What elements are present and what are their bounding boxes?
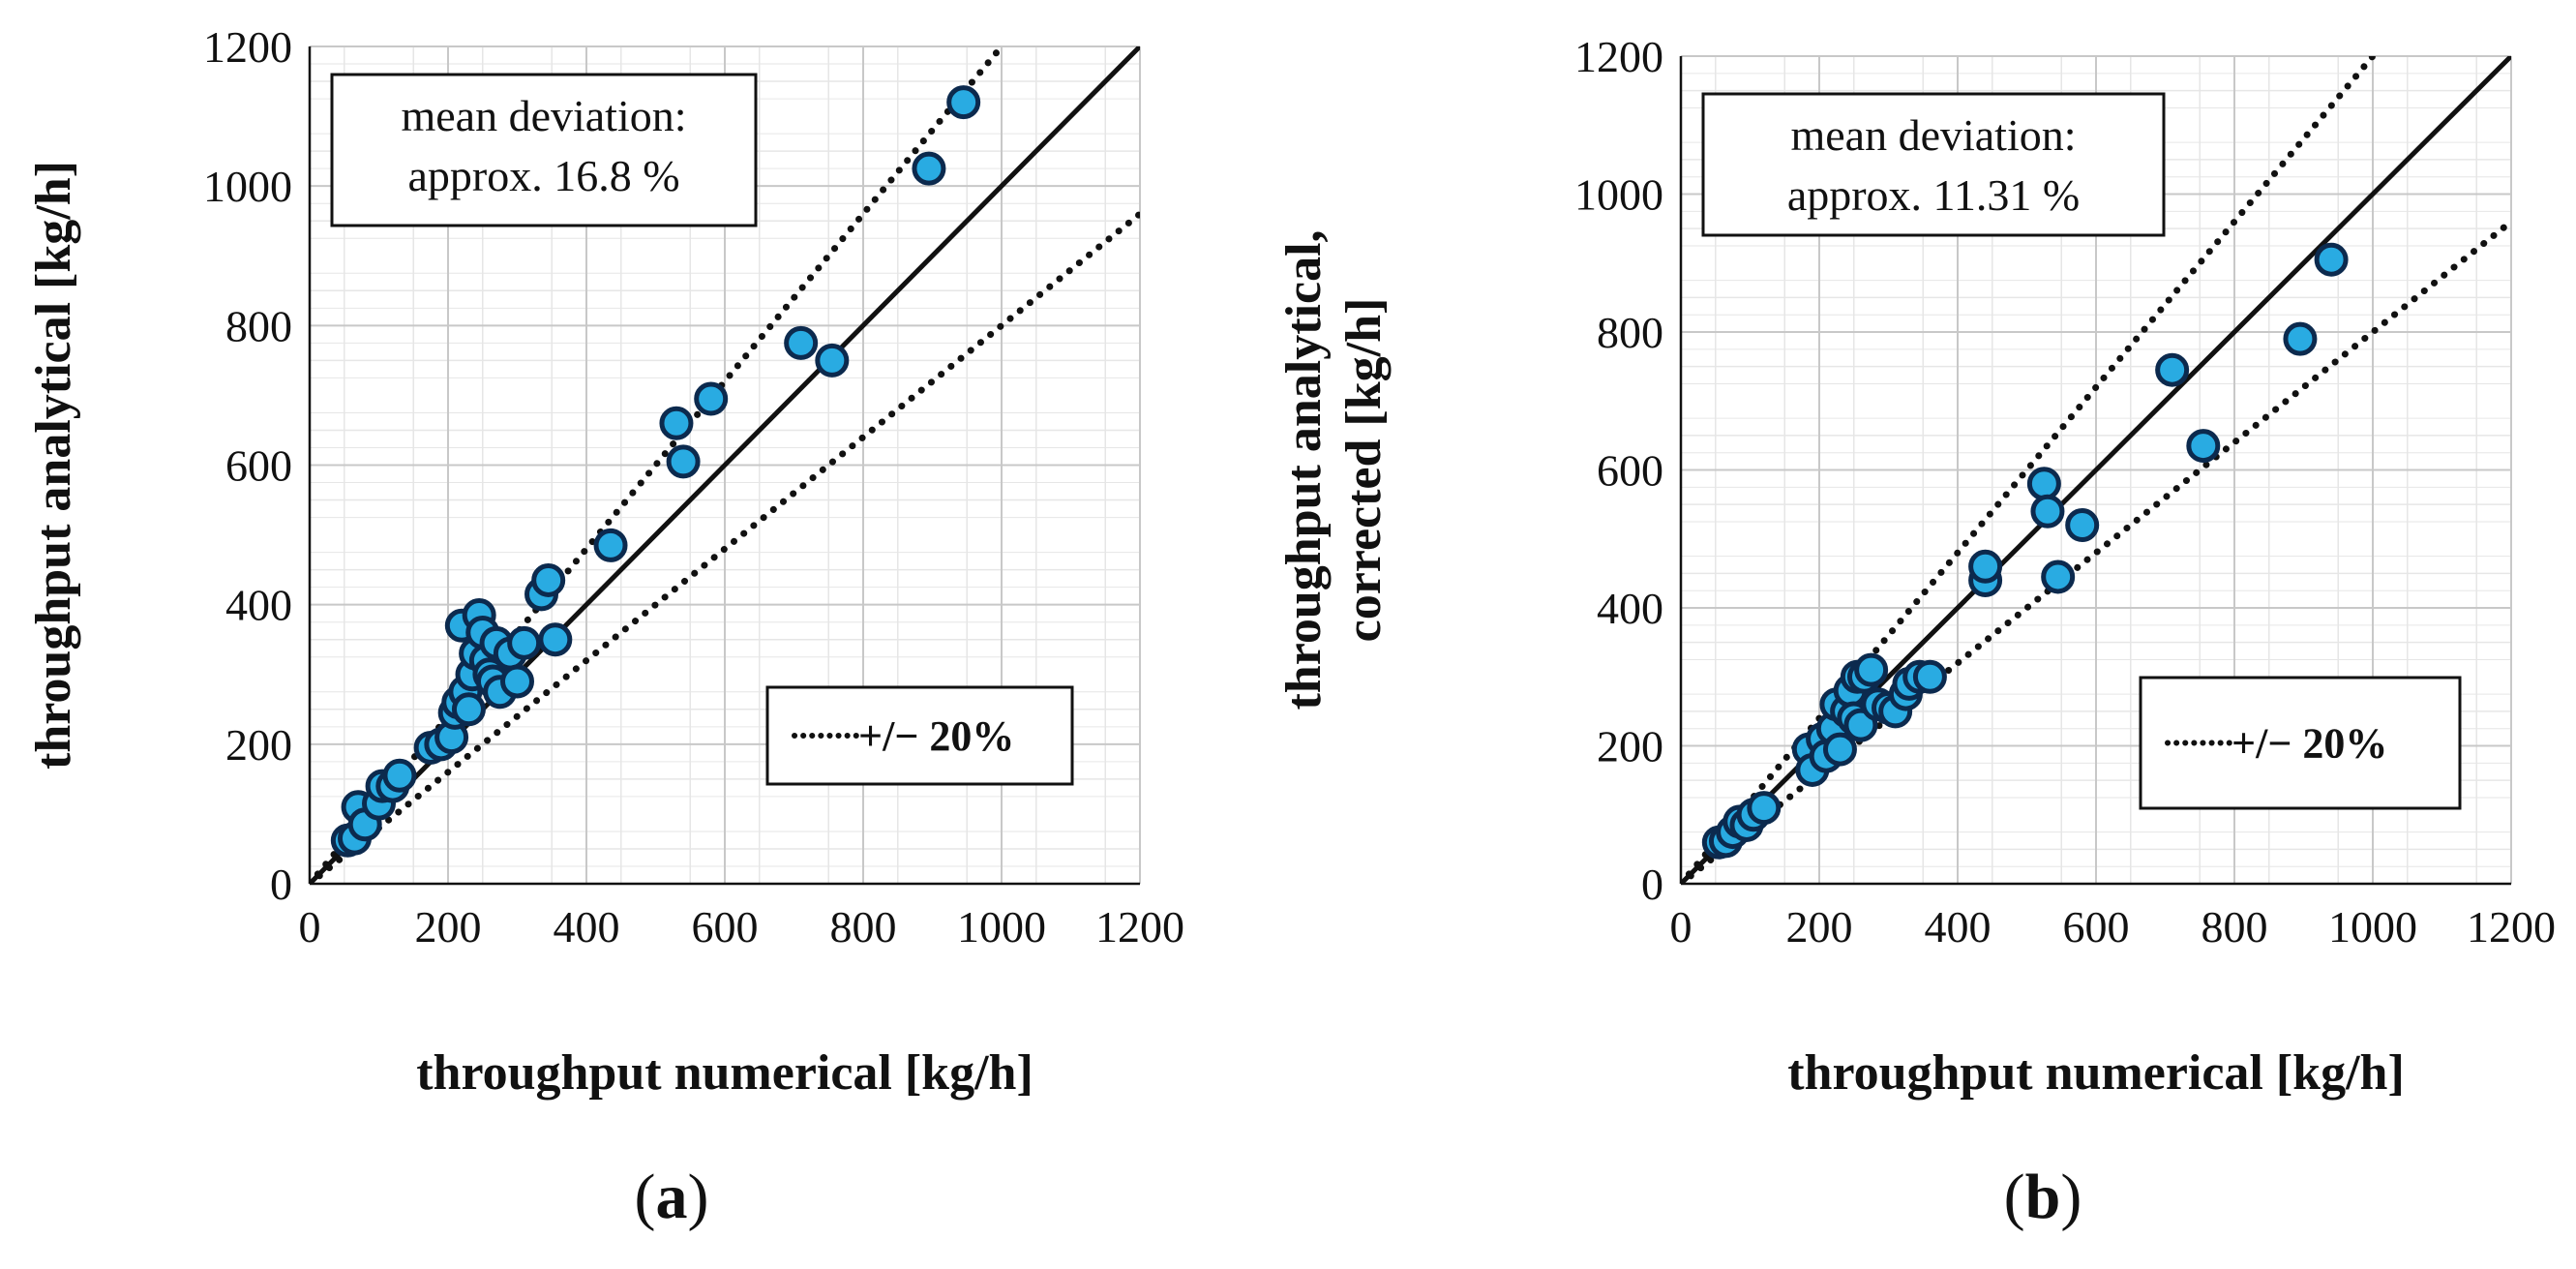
- data-point: [1854, 652, 1889, 687]
- y-tick-label: 600: [1597, 446, 1663, 496]
- x-axis-label: throughput numerical [kg/h]: [416, 1045, 1033, 1101]
- annotation-text: approx. 16.8 %: [407, 151, 679, 200]
- data-point: [2314, 242, 2349, 277]
- data-point: [1968, 549, 2003, 584]
- data-point: [1747, 791, 1782, 826]
- paren-open: (: [635, 1162, 656, 1232]
- y-axis-label: corrected [kg/h]: [1336, 298, 1392, 643]
- y-tick-label: 400: [225, 581, 292, 630]
- annotation-text: mean deviation:: [1790, 110, 2076, 160]
- x-tick-label: 400: [554, 902, 620, 952]
- panel-label: (b): [2004, 1162, 2082, 1232]
- panel-letter: b: [2025, 1162, 2061, 1232]
- y-tick-label: 1000: [203, 162, 292, 211]
- y-tick-label: 600: [225, 441, 292, 491]
- x-tick-label: 600: [2063, 902, 2130, 952]
- x-tick-label: 1000: [2328, 902, 2417, 952]
- panel-letter: a: [656, 1162, 688, 1232]
- paren-open: (: [2004, 1162, 2025, 1232]
- data-point: [2155, 352, 2190, 387]
- data-point: [1912, 659, 1947, 694]
- legend-label: +/− 20%: [2232, 720, 2387, 768]
- x-tick-label: 1000: [957, 902, 1046, 952]
- y-tick-label: 400: [1597, 584, 1663, 633]
- data-point: [2030, 494, 2065, 529]
- x-tick-label: 1200: [2467, 902, 2556, 952]
- x-tick-label: 200: [1786, 902, 1853, 952]
- data-point: [912, 151, 946, 186]
- y-tick-label: 0: [270, 860, 292, 909]
- data-point: [531, 562, 566, 597]
- legend-label: +/− 20%: [858, 712, 1014, 760]
- data-point: [451, 692, 486, 727]
- data-point: [694, 381, 729, 416]
- data-point: [1822, 732, 1857, 767]
- y-tick-label: 200: [1597, 722, 1663, 771]
- y-tick-label: 800: [225, 301, 292, 350]
- data-point: [784, 325, 819, 360]
- data-point: [815, 343, 850, 378]
- panel-b: 0 200 400 600 800 1000 1200 0 200 400 600 800 1000 12…: [1276, 32, 2556, 1232]
- annotation-text: approx. 11.31 %: [1787, 170, 2080, 220]
- data-point: [2041, 559, 2076, 594]
- panel-label: (a): [635, 1162, 709, 1232]
- data-point: [2283, 321, 2318, 356]
- upper-20pct-line: [310, 46, 1005, 884]
- annotation-box: [1701, 92, 2166, 237]
- data-point: [2186, 429, 2221, 464]
- data-point: [2026, 467, 2061, 501]
- data-point: [946, 85, 981, 120]
- x-tick-label: 200: [415, 902, 482, 952]
- lower-20pct-line: [310, 210, 1140, 884]
- y-tick-label: 800: [1597, 308, 1663, 357]
- data-point: [500, 664, 534, 699]
- paren-close: ): [688, 1162, 709, 1232]
- x-tick-label: 0: [1670, 902, 1692, 952]
- x-tick-label: 800: [830, 902, 897, 952]
- data-point: [659, 406, 694, 440]
- data-point: [538, 622, 573, 657]
- data-point: [507, 625, 542, 660]
- x-tick-label: 800: [2202, 902, 2268, 952]
- x-tick-label: 600: [692, 902, 759, 952]
- data-point: [666, 444, 701, 479]
- y-axis-label: throughput analytical,: [1276, 229, 1332, 710]
- data-point: [593, 528, 628, 562]
- y-tick-label: 1200: [1574, 32, 1663, 81]
- panel-a: 0 200 400 600 800 1000 1200 0 200 400 600 800 1000 12…: [26, 22, 1184, 1232]
- data-point: [2065, 508, 2100, 542]
- x-tick-label: 1200: [1095, 902, 1184, 952]
- x-axis-label: throughput numerical [kg/h]: [1787, 1045, 2405, 1101]
- annotation-text: mean deviation:: [401, 91, 686, 140]
- y-axis-label: throughput analytical [kg/h]: [26, 161, 81, 770]
- data-point: [382, 758, 417, 793]
- y-tick-label: 0: [1641, 860, 1663, 909]
- y-tick-label: 1200: [203, 22, 292, 72]
- x-tick-label: 400: [1925, 902, 1992, 952]
- x-tick-label: 0: [299, 902, 321, 952]
- annotation-box: [330, 73, 758, 227]
- paren-close: ): [2060, 1162, 2082, 1232]
- y-tick-label: 200: [225, 720, 292, 770]
- y-tick-label: 1000: [1574, 170, 1663, 220]
